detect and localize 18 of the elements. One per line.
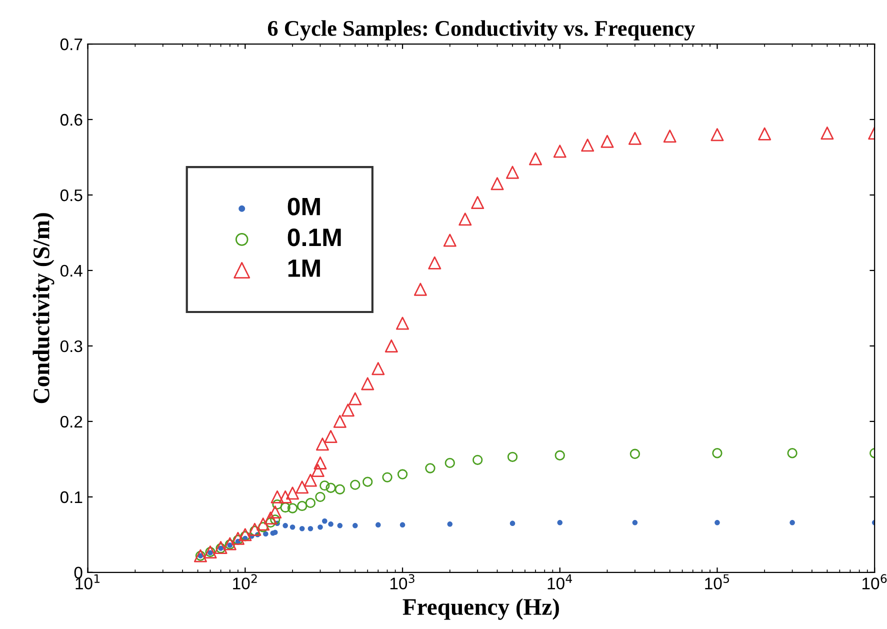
y-tick-label: 0.7	[60, 38, 82, 50]
x-tick-label: 10$^{5}$	[705, 574, 729, 590]
legend-label: 0M	[288, 198, 320, 216]
x-tick-label: 10$^{3}$	[390, 574, 414, 590]
y-tick-label: 0.4	[60, 264, 82, 277]
y-tick-label: 0.1	[60, 491, 82, 504]
x-tick-label: 10$^{2}$	[233, 574, 257, 590]
chart-title: 6 Cycle Samples: Conductivity vs. Frequency	[268, 20, 695, 40]
x-tick-label: 10$^{4}$	[548, 574, 572, 590]
legend-label: 1M	[288, 260, 320, 277]
x-axis-title: Frequency (Hz)	[402, 598, 559, 620]
y-tick-label: 0.3	[60, 340, 82, 352]
y-tick-label: 0.5	[60, 189, 82, 202]
x-tick-label: 10$^{6}$	[862, 574, 887, 590]
y-tick-label: 0.2	[60, 416, 82, 428]
y-tick-label: 0.6	[60, 114, 82, 126]
y-axis-title: Conductivity (S/m)	[32, 213, 54, 404]
legend-label: 0.1M	[288, 228, 341, 246]
